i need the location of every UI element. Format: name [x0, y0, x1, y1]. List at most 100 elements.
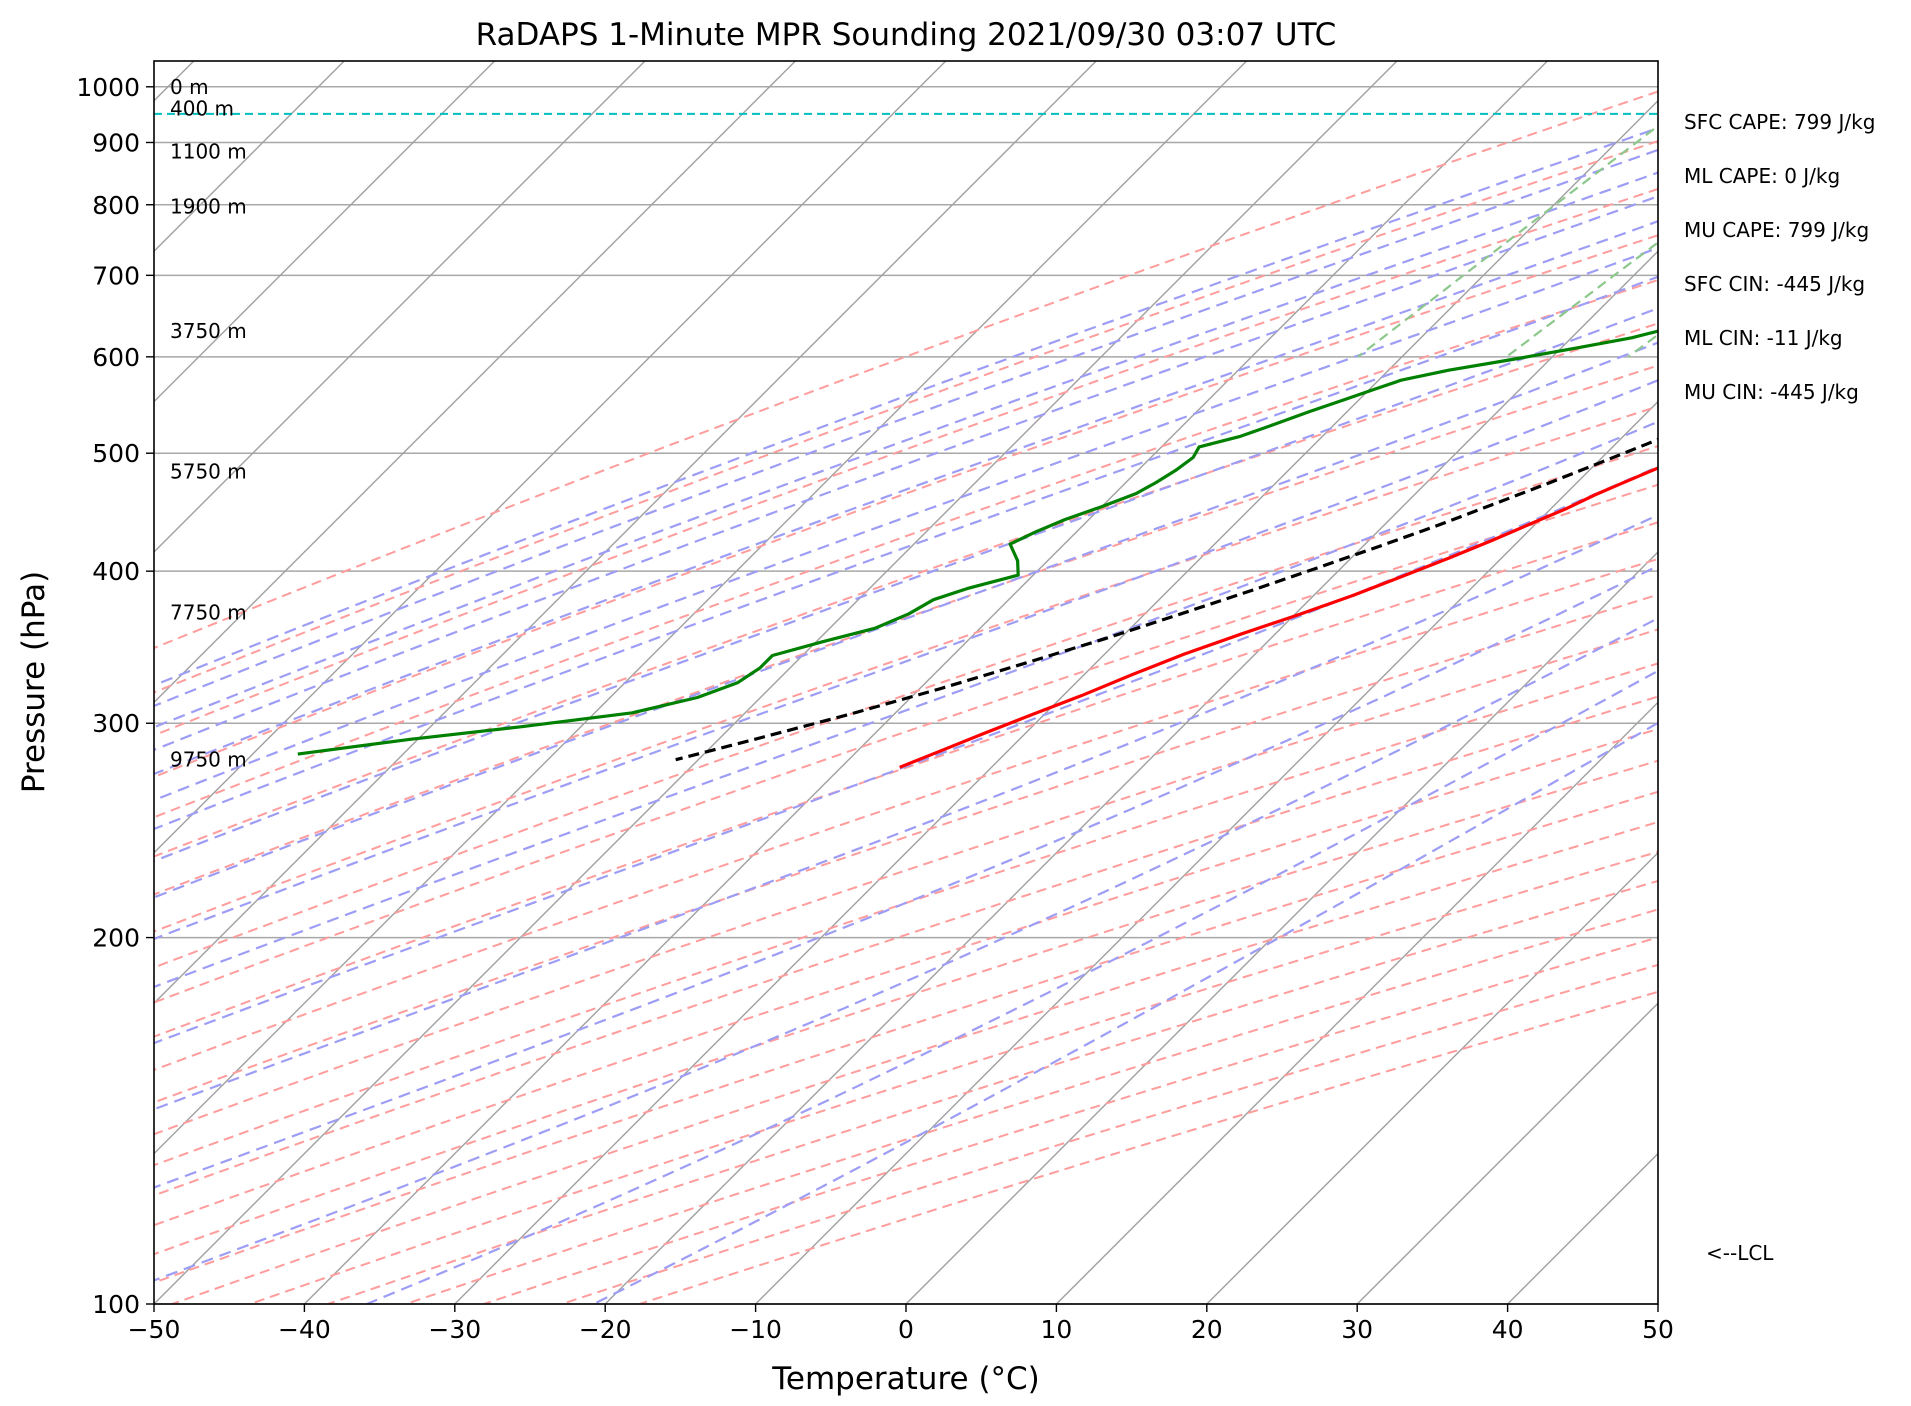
- dry-adiabat: [154, 140, 1658, 694]
- dry-adiabat: [154, 695, 1658, 1197]
- height-label: 5750 m: [170, 459, 247, 483]
- isotherm: [154, 61, 496, 403]
- moist-adiabat: [154, 616, 1658, 1282]
- height-label: 7750 m: [170, 600, 247, 624]
- isotherm: [1657, 1303, 1658, 1304]
- x-tick-label: −20: [579, 1315, 632, 1344]
- pressure-gridlines: [154, 86, 1658, 1305]
- dry-adiabat: [171, 820, 1658, 1304]
- x-tick-label: 30: [1341, 1315, 1373, 1344]
- mixing-ratio-line: [1505, 241, 1658, 358]
- stat-line: MU CIN: -445 J/kg: [1684, 380, 1859, 404]
- x-tick-label: 20: [1191, 1315, 1223, 1344]
- moist-adiabat: [154, 513, 1658, 1111]
- dry-adiabat: [154, 593, 1658, 1104]
- background-lines: [154, 61, 1911, 1304]
- mixing-ratio-lines: [1357, 61, 1911, 358]
- dry-adiabat: [154, 557, 1658, 1071]
- height-labels: 9750 m 7750 m 5750 m 3750 m 1900 m 1100 m 400 …: [170, 75, 247, 772]
- dry-adiabat: [154, 483, 1658, 1004]
- dry-adiabat: [639, 990, 1658, 1304]
- height-label: 1100 m: [170, 139, 247, 163]
- dry-adiabat: [154, 727, 1658, 1227]
- height-label: 0 m: [170, 75, 209, 99]
- x-tick-label: 50: [1642, 1315, 1674, 1344]
- mixing-ratio-line: [1899, 61, 1911, 357]
- height-label: 9750 m: [170, 748, 247, 772]
- stat-line: ML CAPE: 0 J/kg: [1684, 164, 1840, 188]
- isotherm: [154, 61, 1097, 1005]
- isotherm: [1356, 1002, 1658, 1304]
- moist-adiabat: [593, 721, 1658, 1304]
- stat-line: MU CAPE: 799 J/kg: [1684, 218, 1869, 242]
- x-axis-label: Temperature (°C): [771, 1361, 1040, 1397]
- moist-adiabat: [154, 246, 1658, 802]
- dry-adiabats: [154, 90, 1658, 1304]
- height-label: 1900 m: [170, 195, 247, 219]
- isotherm: [1206, 851, 1658, 1304]
- dry-adiabat: [154, 790, 1658, 1284]
- dry-adiabat: [154, 234, 1658, 779]
- stats-panel: SFC CAPE: 799 J/kg ML CAPE: 0 J/kg MU CAPE…: [1684, 110, 1875, 404]
- height-label: 3750 m: [170, 319, 247, 343]
- x-tick-label: −10: [729, 1315, 782, 1344]
- dry-adiabat: [154, 278, 1658, 819]
- moist-adiabat: [154, 148, 1658, 708]
- isotherm: [905, 551, 1658, 1304]
- moist-adiabat: [366, 669, 1658, 1304]
- dry-adiabat: [154, 364, 1658, 896]
- parcel-profile: [675, 437, 1658, 762]
- y-tick-label: 500: [92, 439, 140, 468]
- moist-adiabat: [154, 275, 1658, 831]
- dry-adiabat: [327, 879, 1658, 1304]
- chart-title: RaDAPS 1-Minute MPR Sounding 2021/09/30 …: [476, 17, 1337, 53]
- moist-adiabat: [154, 195, 1658, 752]
- x-tick-label: 0: [898, 1315, 914, 1344]
- lcl-label: <--LCL: [1706, 1241, 1774, 1265]
- sounding-series: [297, 329, 1658, 769]
- moist-adiabats: [154, 126, 1658, 1304]
- moist-adiabat: [154, 306, 1658, 863]
- moist-adiabat: [154, 126, 1658, 687]
- y-axis: 100 200 300 400 500 600 700 800 900 1000: [76, 73, 154, 1319]
- isotherm: [154, 61, 646, 553]
- mixing-ratio-line: [1357, 124, 1658, 358]
- isotherm: [454, 99, 1658, 1304]
- dry-adiabat: [483, 936, 1658, 1304]
- isotherm: [755, 400, 1658, 1304]
- stat-line: ML CIN: -11 J/kg: [1684, 326, 1843, 350]
- y-tick-label: 900: [92, 128, 140, 157]
- isotherm: [303, 61, 1548, 1304]
- dry-adiabat: [154, 759, 1658, 1256]
- y-tick-label: 300: [92, 709, 140, 738]
- y-tick-label: 200: [92, 924, 140, 953]
- x-tick-label: 40: [1492, 1315, 1524, 1344]
- stat-line: SFC CIN: -445 J/kg: [1684, 272, 1865, 296]
- x-tick-label: −50: [128, 1315, 181, 1344]
- dry-adiabat: [249, 850, 1658, 1304]
- moist-adiabat: [154, 220, 1658, 776]
- y-tick-label: 600: [92, 343, 140, 372]
- isotherms: [154, 61, 1658, 1304]
- x-axis: −50 −40 −30 −20 −10 0 10 20 30 40 50: [128, 1304, 1674, 1344]
- x-tick-label: −30: [428, 1315, 481, 1344]
- stat-line: SFC CAPE: 799 J/kg: [1684, 110, 1875, 134]
- dry-adiabat: [561, 963, 1658, 1304]
- temperature-profile: [899, 466, 1658, 769]
- isotherm: [1507, 1152, 1658, 1304]
- dewpoint-profile: [297, 329, 1658, 756]
- x-tick-label: 10: [1040, 1315, 1072, 1344]
- mixing-ratio-line: [1803, 61, 1911, 357]
- y-tick-label: 800: [92, 191, 140, 220]
- mixing-ratio-line: [1704, 61, 1911, 357]
- y-axis-label: Pressure (hPa): [16, 571, 52, 793]
- isotherm: [154, 61, 796, 704]
- dry-adiabat: [405, 908, 1658, 1304]
- moist-adiabat: [154, 420, 1658, 989]
- isotherm: [604, 250, 1658, 1304]
- mixing-ratio-line: [1627, 333, 1658, 358]
- y-tick-label: 1000: [76, 73, 140, 102]
- y-tick-label: 700: [92, 261, 140, 290]
- dry-adiabat: [154, 187, 1658, 737]
